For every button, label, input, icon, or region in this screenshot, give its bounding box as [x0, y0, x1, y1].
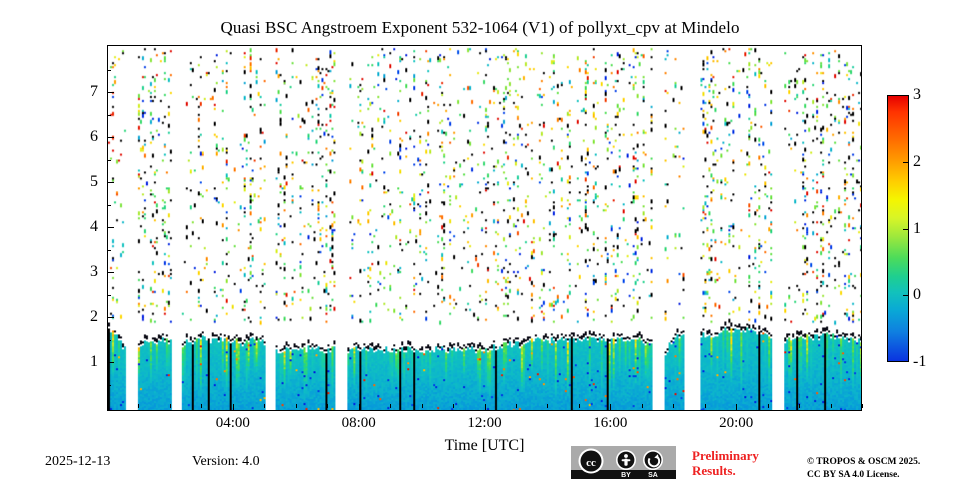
- colorbar-tick-mark: [903, 161, 909, 163]
- copyright-line-2: CC BY SA 4.0 License.: [807, 469, 900, 480]
- cc-by-label: BY: [621, 472, 631, 479]
- footer-date: 2025-12-13: [45, 454, 111, 469]
- copyright-notice: © TROPOS & OSCM 2025. CC BY SA 4.0 Licen…: [807, 456, 920, 482]
- x-tick-mark-minor: [578, 404, 580, 408]
- x-axis-label: Time [UTC]: [444, 437, 525, 454]
- colorbar-tick-mark: [903, 228, 909, 230]
- x-tick-mark: [484, 404, 486, 411]
- colorbar-tick-label: 3: [913, 86, 921, 103]
- x-tick-mark: [736, 404, 738, 411]
- y-tick-mark: [107, 227, 114, 229]
- x-tick-mark: [610, 404, 612, 411]
- plot-area[interactable]: [107, 45, 862, 411]
- y-tick-label: 5: [90, 173, 98, 191]
- page-title: Quasi BSC Angstroem Exponent 532-1064 (V…: [220, 18, 740, 37]
- y-tick-label: 2: [90, 308, 98, 326]
- x-tick-mark-minor: [453, 404, 455, 408]
- x-tick-mark-minor: [673, 404, 675, 408]
- colorbar-tick-label: -1: [913, 353, 927, 370]
- y-axis-tick-labels: 1 2 3 4 5 6 7: [72, 45, 98, 411]
- cc-sa-label: SA: [648, 472, 658, 479]
- y-tick-mark: [107, 362, 114, 364]
- y-tick-mark: [107, 182, 114, 184]
- y-tick-label: 6: [90, 128, 98, 146]
- x-axis-tick-labels: 04:00 08:00 12:00 16:00 20:00: [107, 415, 862, 435]
- colorbar-tick-label: 2: [913, 152, 921, 170]
- heatmap-canvas: [108, 46, 861, 410]
- x-tick-label: 16:00: [593, 415, 628, 431]
- y-tick-mark-minor: [107, 294, 111, 296]
- x-tick-mark-minor: [107, 404, 108, 408]
- copyright-line-1: © TROPOS & OSCM 2025.: [807, 457, 921, 467]
- x-tick-label: 12:00: [467, 415, 502, 431]
- x-tick-mark-minor: [767, 404, 769, 408]
- x-tick-mark-minor: [799, 404, 801, 408]
- x-tick-mark-minor: [421, 404, 423, 408]
- y-tick-label: 1: [90, 353, 98, 371]
- x-tick-label: 08:00: [341, 415, 376, 431]
- y-tick-mark-minor: [107, 339, 111, 341]
- colorbar-tick-marks: [887, 95, 909, 362]
- colorbar-tick-mark: [903, 295, 909, 297]
- x-axis-tick-marks: [107, 404, 863, 412]
- y-tick-mark-minor: [107, 69, 111, 71]
- y-tick-mark: [107, 92, 114, 94]
- x-tick-mark-minor: [295, 404, 297, 408]
- preliminary-line-2: Results.: [692, 462, 736, 478]
- y-tick-mark: [107, 317, 114, 319]
- x-tick-label: 04:00: [215, 415, 250, 431]
- x-tick-mark: [232, 404, 234, 411]
- x-tick-mark-minor: [862, 404, 863, 408]
- x-tick-mark-minor: [327, 404, 329, 408]
- colorbar-tick-labels: 3 2 1 0 -1: [913, 87, 953, 370]
- y-tick-mark-minor: [107, 114, 111, 116]
- preliminary-line-1: Preliminary: [692, 448, 759, 463]
- x-tick-mark-minor: [390, 404, 392, 408]
- preliminary-results-note: Preliminary Results.: [692, 448, 759, 479]
- x-tick-label: 20:00: [719, 415, 754, 431]
- x-tick-mark: [358, 404, 360, 411]
- creative-commons-license-icon[interactable]: cc BY SA: [571, 446, 676, 479]
- colorbar-tick-label: 1: [913, 219, 921, 237]
- y-tick-mark-minor: [107, 204, 111, 206]
- x-tick-mark-minor: [515, 404, 517, 408]
- x-tick-mark-minor: [201, 404, 203, 408]
- x-tick-mark-minor: [641, 404, 643, 408]
- x-tick-mark-minor: [704, 404, 706, 408]
- footer-version: Version: 4.0: [192, 454, 260, 469]
- y-tick-label: 3: [90, 263, 98, 281]
- y-tick-mark: [107, 137, 114, 139]
- x-tick-mark-minor: [547, 404, 549, 408]
- x-tick-mark-minor: [264, 404, 266, 408]
- y-tick-label: 7: [90, 83, 98, 101]
- svg-text:cc: cc: [586, 457, 596, 469]
- x-tick-mark-minor: [138, 404, 140, 408]
- y-tick-mark-minor: [107, 384, 111, 386]
- colorbar-tick-label: 0: [913, 286, 921, 304]
- y-tick-mark: [107, 272, 114, 274]
- y-tick-label: 4: [90, 218, 98, 236]
- x-tick-mark-minor: [169, 404, 171, 408]
- y-tick-mark-minor: [107, 249, 111, 251]
- x-tick-mark-minor: [830, 404, 832, 408]
- y-tick-mark-minor: [107, 159, 111, 161]
- y-axis-tick-marks: [107, 45, 115, 411]
